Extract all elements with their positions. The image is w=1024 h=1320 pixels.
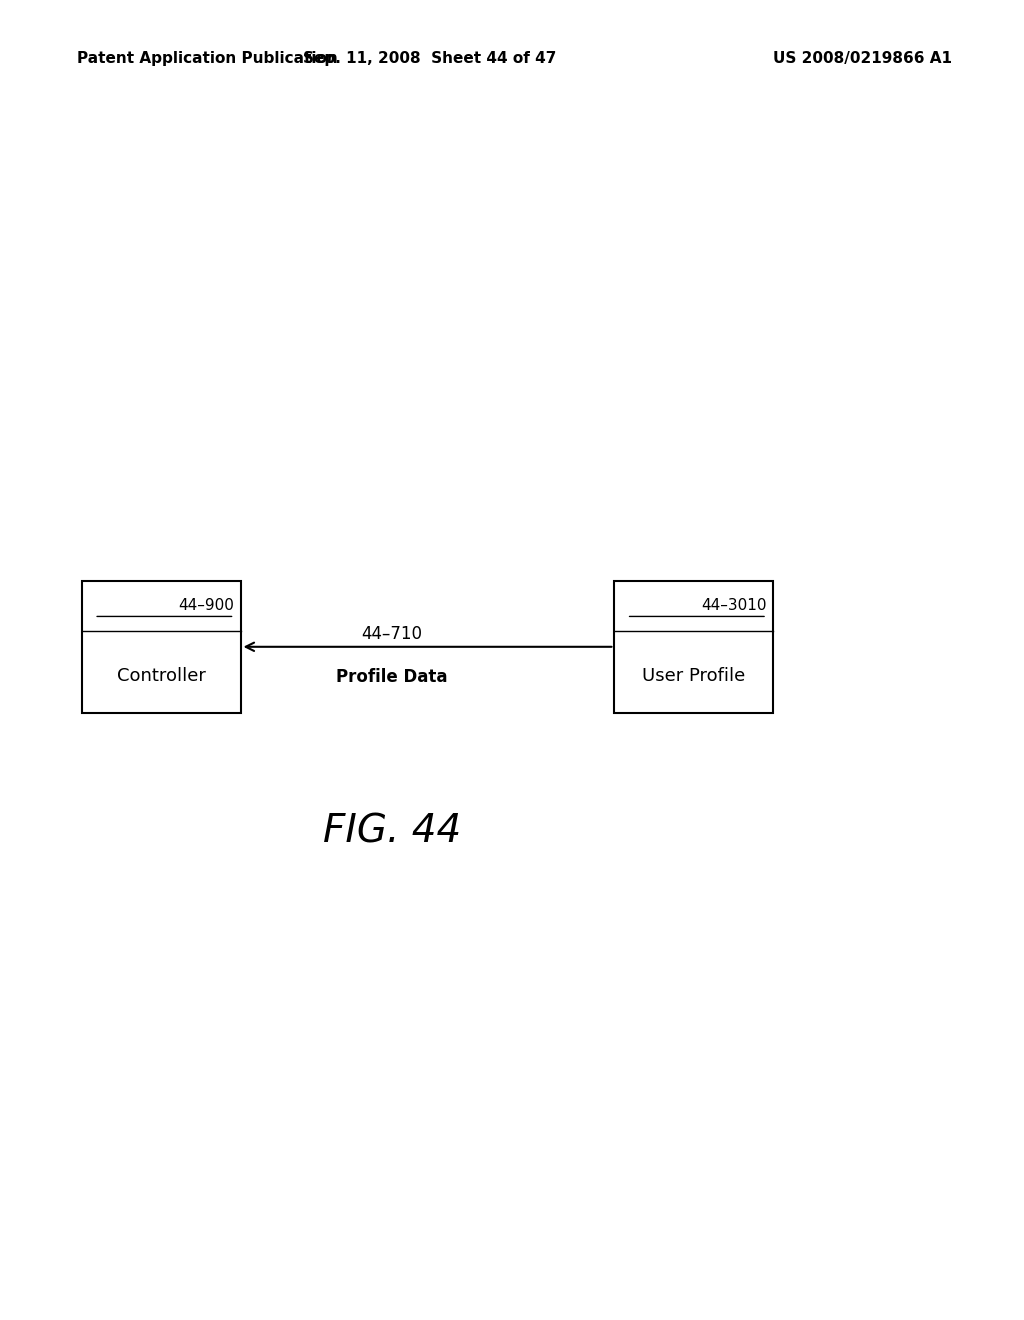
Text: Sep. 11, 2008  Sheet 44 of 47: Sep. 11, 2008 Sheet 44 of 47 <box>303 50 557 66</box>
Text: 44–710: 44–710 <box>361 624 423 643</box>
Text: US 2008/0219866 A1: US 2008/0219866 A1 <box>773 50 952 66</box>
Text: Profile Data: Profile Data <box>337 668 447 686</box>
Text: 44–900: 44–900 <box>178 598 234 614</box>
Text: 44–3010: 44–3010 <box>701 598 767 614</box>
Text: FIG. 44: FIG. 44 <box>323 813 462 850</box>
Text: Patent Application Publication: Patent Application Publication <box>77 50 338 66</box>
Text: Controller: Controller <box>117 667 206 685</box>
FancyBboxPatch shape <box>82 581 241 713</box>
FancyBboxPatch shape <box>614 581 773 713</box>
Text: User Profile: User Profile <box>642 667 745 685</box>
